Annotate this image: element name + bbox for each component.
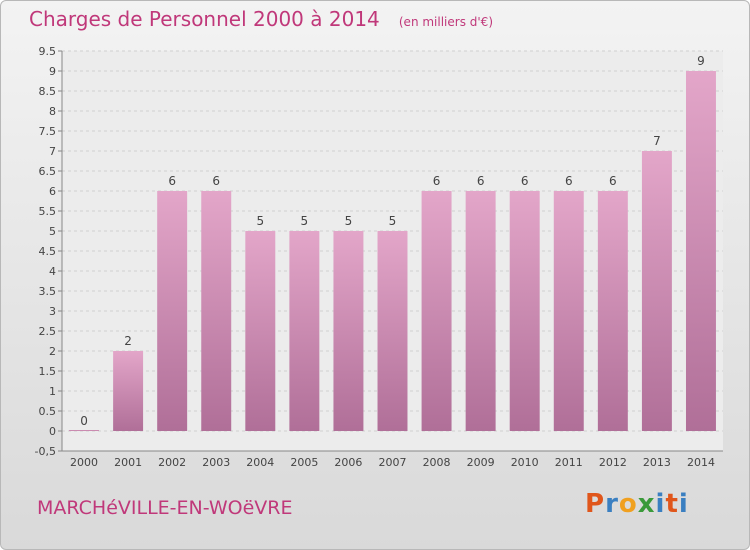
x-tick-label: 2005 (290, 456, 318, 469)
bar-value-label: 6 (565, 174, 573, 188)
x-tick-label: 2006 (334, 456, 362, 469)
bar (289, 231, 320, 431)
bar (113, 351, 144, 431)
x-tick-label: 2011 (555, 456, 583, 469)
logo-letter: i (678, 489, 689, 519)
y-tick-label: 1 (49, 385, 56, 398)
y-tick-label: 3.5 (39, 285, 57, 298)
bar-value-label: 0 (80, 414, 88, 428)
logo-letter: o (618, 489, 638, 519)
y-tick-label: 3 (49, 305, 56, 318)
bar (509, 191, 540, 431)
x-tick-label: 2010 (511, 456, 539, 469)
bar-value-label: 5 (345, 214, 353, 228)
y-tick-label: 5 (49, 225, 56, 238)
x-tick-label: 2004 (246, 456, 274, 469)
logo-letter: x (637, 489, 656, 519)
y-tick-label: -0,5 (35, 445, 56, 458)
bar-value-label: 6 (609, 174, 617, 188)
logo-letter: P (585, 489, 606, 519)
bar-value-label: 2 (124, 334, 132, 348)
y-tick-label: 9 (49, 65, 56, 78)
x-tick-label: 2002 (158, 456, 186, 469)
bar (245, 231, 276, 431)
y-tick-label: 4.5 (39, 245, 57, 258)
bar (201, 191, 232, 431)
y-tick-label: 1.5 (39, 365, 57, 378)
y-tick-label: 6 (49, 185, 56, 198)
x-tick-label: 2001 (114, 456, 142, 469)
bar (553, 191, 584, 431)
bar (465, 191, 496, 431)
x-tick-label: 2003 (202, 456, 230, 469)
bar (597, 191, 628, 431)
bar (157, 191, 188, 431)
bar-value-label: 6 (168, 174, 176, 188)
bar (69, 430, 100, 431)
chart-unit: (en milliers d'€) (398, 15, 493, 29)
y-tick-label: 8.5 (39, 85, 57, 98)
y-tick-label: 4 (49, 265, 56, 278)
y-tick-label: 6.5 (39, 165, 57, 178)
bar-value-label: 6 (433, 174, 441, 188)
y-tick-label: 7 (49, 145, 56, 158)
commune-name: MARCHéVILLE-EN-WOëVRE (37, 497, 293, 519)
x-tick-label: 2012 (599, 456, 627, 469)
x-tick-label: 2008 (423, 456, 451, 469)
bar-value-label: 9 (697, 54, 705, 68)
bar (421, 191, 452, 431)
bar (641, 151, 672, 431)
y-tick-label: 9.5 (39, 45, 57, 58)
bar-value-label: 5 (301, 214, 309, 228)
bar (377, 231, 408, 431)
logo-letter: i (655, 489, 666, 519)
proxiti-logo: Proxiti (585, 489, 689, 519)
y-tick-label: 7.5 (39, 125, 57, 138)
y-tick-label: 0 (49, 425, 56, 438)
x-tick-label: 2013 (643, 456, 671, 469)
bar-value-label: 5 (256, 214, 264, 228)
y-tick-label: 5.5 (39, 205, 57, 218)
title-row: Charges de Personnel 2000 à 2014 (en mil… (29, 7, 493, 31)
x-tick-label: 2007 (379, 456, 407, 469)
y-tick-label: 0.5 (39, 405, 57, 418)
x-tick-label: 2000 (70, 456, 98, 469)
bar-value-label: 6 (477, 174, 485, 188)
y-tick-label: 2 (49, 345, 56, 358)
logo-letter: r (605, 489, 619, 519)
bar-value-label: 7 (653, 134, 661, 148)
y-tick-label: 8 (49, 105, 56, 118)
x-tick-label: 2009 (467, 456, 495, 469)
bar-value-label: 6 (521, 174, 529, 188)
x-tick-label: 2014 (687, 456, 715, 469)
bar-value-label: 6 (212, 174, 220, 188)
bar (333, 231, 364, 431)
bar-value-label: 5 (389, 214, 397, 228)
logo-letter: t (665, 489, 679, 519)
bar (685, 71, 716, 431)
y-tick-label: 2.5 (39, 325, 57, 338)
chart-title: Charges de Personnel 2000 à 2014 (29, 7, 380, 31)
